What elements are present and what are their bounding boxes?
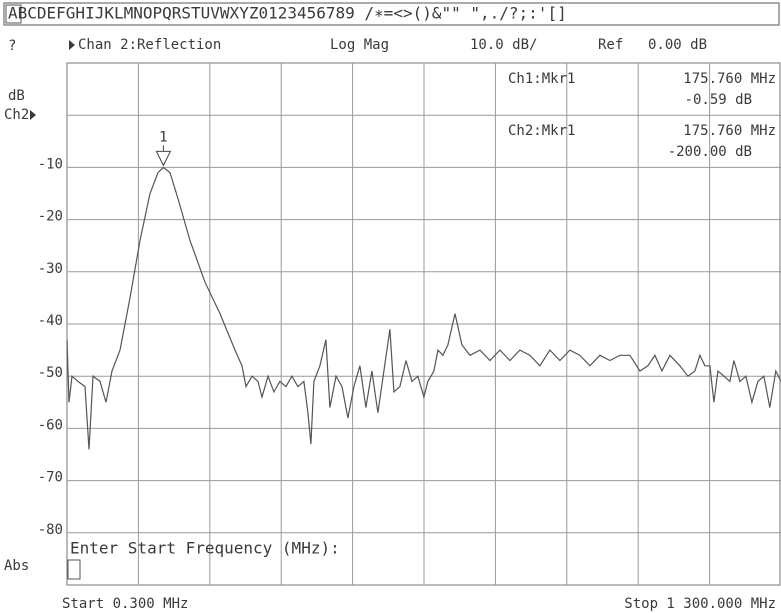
y-tick-label: -60	[38, 417, 63, 433]
start-label: Start 0.300 MHz	[62, 596, 188, 612]
channel-label: Chan 2:Reflection	[78, 37, 221, 53]
readout-value: -200.00 dB	[668, 144, 752, 160]
readout-name: Ch1:Mkr1	[508, 71, 575, 87]
charset-line: ABCDEFGHIJKLMNOPQRSTUVWXYZ0123456789 /∗=…	[8, 4, 567, 23]
y-tick-label: -80	[38, 522, 63, 538]
y-tick-label: -30	[38, 261, 63, 277]
y-tick-label: -40	[38, 313, 63, 329]
entry-unit: Abs	[4, 558, 29, 574]
ref-arrow	[30, 110, 36, 120]
active-arrow	[69, 40, 75, 50]
entry-prompt: Enter Start Frequency (MHz):	[70, 539, 340, 558]
ref-value: 0.00 dB	[648, 37, 707, 53]
y-tick-label: -50	[38, 365, 63, 381]
help-mark: ?	[8, 38, 16, 54]
plot-area: -10 -20 -30 -40 -50 -60 -70 -80 Ch1:Mkr1 175.760 …	[38, 62, 781, 586]
y-axis-label: dB	[8, 88, 25, 104]
readout-frequency: 175.760 MHz	[683, 123, 776, 139]
cursor-box	[5, 4, 22, 24]
y-tick-label: -70	[38, 470, 63, 486]
entry-field	[67, 559, 81, 580]
stop-label: Stop 1 300.000 MHz	[624, 596, 776, 612]
charset-frame	[3, 2, 780, 26]
format-label: Log Mag	[330, 37, 389, 53]
channel-ref-label: Ch2	[4, 107, 29, 123]
scale-label: 10.0 dB/	[470, 37, 537, 53]
readout-value: -0.59 dB	[685, 92, 752, 108]
trace	[66, 166, 781, 450]
readout-frequency: 175.760 MHz	[683, 71, 776, 87]
ref-label: Ref	[598, 37, 623, 53]
marker-label: 1	[159, 129, 167, 145]
y-tick-label: -20	[38, 209, 63, 225]
y-tick-label: -10	[38, 156, 63, 172]
readout-name: Ch2:Mkr1	[508, 123, 575, 139]
